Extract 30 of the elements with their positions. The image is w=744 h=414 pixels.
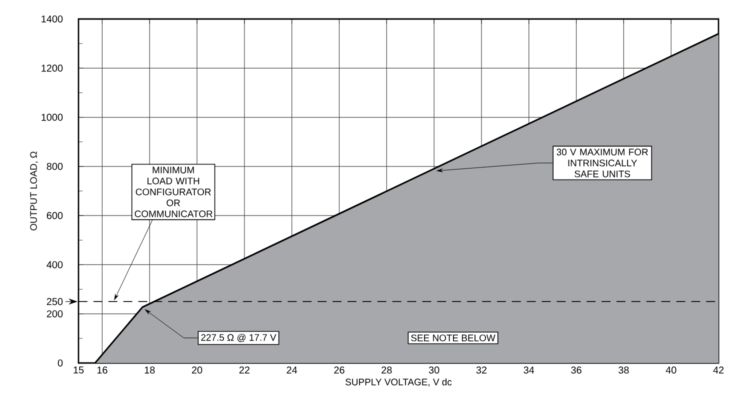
x-axis-title: SUPPLY VOLTAGE, V dc [346, 378, 452, 386]
x-tick-label: 26 [334, 366, 344, 374]
x-tick-label: 18 [144, 366, 155, 374]
y-tick-label: 600 [46, 212, 63, 220]
annotation: SEE NOTE BELOW [411, 334, 496, 342]
x-tick-label: 20 [192, 366, 202, 374]
x-tick-label: 15 [74, 366, 84, 374]
x-tick-label: 42 [713, 366, 724, 374]
y-tick-label: 250 [46, 298, 63, 306]
x-tick-label: 38 [618, 366, 629, 374]
y-tick-label: 400 [46, 261, 63, 268]
x-tick-label: 24 [286, 366, 298, 374]
x-tick-label: 40 [666, 366, 676, 374]
annotation: MINIMUM LOAD WITH CONFIGURATOR OR COMMUNICATOR [134, 166, 212, 218]
x-tick-label: 22 [239, 366, 250, 374]
y-tick-label: 1000 [42, 114, 63, 121]
x-tick-label: 30 [428, 366, 440, 374]
x-tick-label: 28 [382, 366, 392, 374]
x-tick-label: 32 [476, 366, 487, 374]
x-tick-label: 34 [524, 366, 534, 374]
annotation: 30 V MAXIMUM FOR INTRINSICALLY SAFE UNITS [556, 148, 648, 178]
y-tick-label: 0 [58, 359, 63, 367]
annotation: 227.5 Ω @ 17.7 V [201, 334, 276, 342]
x-tick-label: 36 [571, 366, 582, 374]
y-tick-label: 200 [46, 310, 63, 318]
y-axis-title: OUTPUT LOAD, Ω [30, 152, 38, 230]
x-tick-label: 16 [97, 366, 108, 374]
y-tick-label: 800 [46, 162, 63, 170]
y-tick-label: 1400 [42, 15, 63, 23]
y-tick-label: 1200 [42, 64, 63, 72]
